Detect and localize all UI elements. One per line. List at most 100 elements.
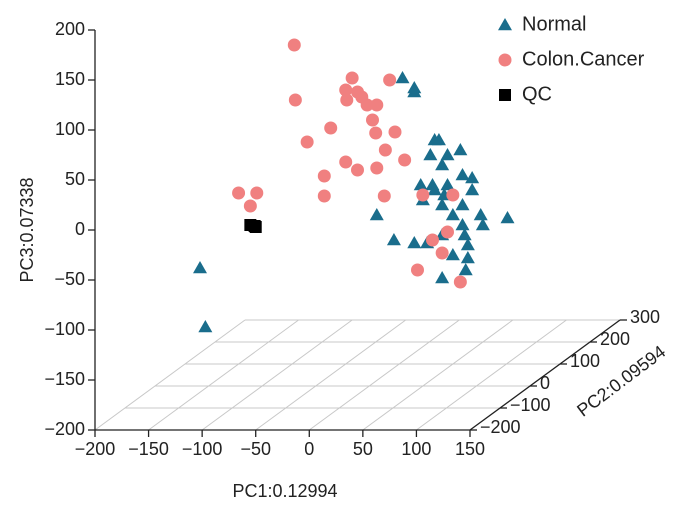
point <box>455 198 470 211</box>
point <box>407 85 422 98</box>
point <box>453 275 467 289</box>
y-tick-label: 0 <box>540 373 550 393</box>
legend-label: Colon.Cancer <box>522 48 645 70</box>
point <box>445 208 460 221</box>
y-tick-label: 200 <box>600 329 630 349</box>
point <box>458 263 473 276</box>
z-tick-label: 100 <box>55 119 85 139</box>
point <box>366 113 379 127</box>
point <box>339 83 353 97</box>
z-tick-label: −50 <box>54 269 85 289</box>
point <box>288 93 302 107</box>
point <box>460 251 475 264</box>
legend: Normal Colon.Cancer QC <box>498 13 645 105</box>
z-tick-label: 50 <box>65 169 85 189</box>
point <box>435 198 450 211</box>
point <box>351 163 364 177</box>
grid-line <box>362 319 514 431</box>
point <box>435 271 450 284</box>
point <box>453 143 468 156</box>
x-tick-label: 0 <box>304 439 314 459</box>
point <box>423 148 438 161</box>
point <box>431 133 446 146</box>
point <box>317 189 331 203</box>
grid-line <box>148 319 299 431</box>
z-tick-label: −150 <box>44 369 85 389</box>
x-tick-label: −200 <box>75 439 116 459</box>
point <box>411 263 424 277</box>
point <box>345 71 359 85</box>
point <box>395 71 410 84</box>
legend-label: Normal <box>522 13 586 35</box>
grid-line <box>416 319 567 431</box>
point <box>369 126 383 140</box>
point <box>250 186 264 200</box>
point <box>383 73 397 87</box>
point <box>249 221 262 233</box>
point <box>440 178 455 191</box>
x-tick-label: −100 <box>182 439 223 459</box>
series <box>232 38 467 289</box>
z-tick-label: −100 <box>44 319 85 339</box>
point <box>386 233 401 246</box>
z-axis-title: PC3:0.07338 <box>17 177 37 282</box>
point <box>446 188 460 202</box>
point <box>369 208 384 221</box>
point <box>441 225 454 239</box>
point <box>440 148 455 161</box>
point <box>378 143 392 157</box>
point <box>416 188 430 202</box>
point <box>300 135 314 149</box>
point <box>457 228 472 241</box>
y-tick-label: −200 <box>480 417 521 437</box>
y-tick-label: −100 <box>510 395 551 415</box>
grid-line <box>308 319 460 431</box>
point <box>198 320 213 333</box>
legend-marker <box>498 53 512 67</box>
point <box>475 218 490 231</box>
y-tick-label: 100 <box>570 351 600 371</box>
point <box>377 189 391 203</box>
legend-label: QC <box>522 83 552 105</box>
point <box>465 171 480 184</box>
axes <box>88 29 627 437</box>
point <box>232 186 246 200</box>
point <box>388 125 402 139</box>
point <box>317 169 331 183</box>
point <box>340 93 354 107</box>
x-tick-label: 100 <box>401 439 431 459</box>
point <box>360 98 374 112</box>
legend-marker <box>499 89 511 101</box>
point <box>407 236 422 249</box>
point <box>370 161 384 175</box>
x-tick-label: −150 <box>128 439 169 459</box>
point <box>243 199 257 213</box>
point <box>427 183 442 196</box>
x-tick-label: 150 <box>455 439 485 459</box>
point <box>287 38 301 52</box>
point <box>370 98 384 112</box>
point <box>193 261 207 274</box>
z-tick-label: 0 <box>75 219 85 239</box>
point <box>435 246 449 260</box>
point <box>500 211 515 224</box>
grid-line <box>255 319 407 431</box>
z-tick-label: 200 <box>55 19 85 39</box>
x-tick-label: 50 <box>353 439 373 459</box>
point <box>473 208 488 221</box>
z-tick-label: 150 <box>55 69 85 89</box>
series <box>244 219 262 233</box>
grid-line <box>94 319 246 431</box>
grid-line <box>201 319 353 431</box>
x-tick-label: −50 <box>240 439 271 459</box>
point <box>465 183 480 196</box>
point <box>445 248 460 261</box>
legend-marker <box>498 18 512 31</box>
point <box>435 158 450 171</box>
point <box>460 238 475 251</box>
point <box>339 155 353 169</box>
y-axis <box>469 319 621 431</box>
point <box>426 233 439 247</box>
point <box>324 121 338 135</box>
